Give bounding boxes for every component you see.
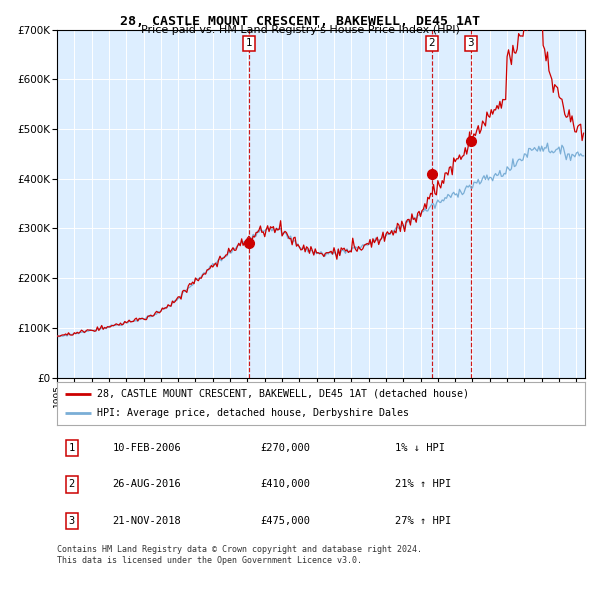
Text: £410,000: £410,000 [260,480,310,489]
Text: 3: 3 [68,516,75,526]
Text: 21% ↑ HPI: 21% ↑ HPI [395,480,451,489]
Text: 2: 2 [428,38,435,48]
Text: 27% ↑ HPI: 27% ↑ HPI [395,516,451,526]
Text: 1: 1 [246,38,253,48]
Text: £475,000: £475,000 [260,516,310,526]
Text: This data is licensed under the Open Government Licence v3.0.: This data is licensed under the Open Gov… [57,556,362,565]
Text: 1% ↓ HPI: 1% ↓ HPI [395,442,445,453]
Text: Price paid vs. HM Land Registry's House Price Index (HPI): Price paid vs. HM Land Registry's House … [140,25,460,35]
Text: 28, CASTLE MOUNT CRESCENT, BAKEWELL, DE45 1AT: 28, CASTLE MOUNT CRESCENT, BAKEWELL, DE4… [120,15,480,28]
Text: 3: 3 [467,38,474,48]
Text: 21-NOV-2018: 21-NOV-2018 [112,516,181,526]
Text: Contains HM Land Registry data © Crown copyright and database right 2024.: Contains HM Land Registry data © Crown c… [57,545,422,554]
Text: 28, CASTLE MOUNT CRESCENT, BAKEWELL, DE45 1AT (detached house): 28, CASTLE MOUNT CRESCENT, BAKEWELL, DE4… [97,389,469,399]
Text: £270,000: £270,000 [260,442,310,453]
Text: 26-AUG-2016: 26-AUG-2016 [112,480,181,489]
Text: 1: 1 [68,442,75,453]
Text: 2: 2 [68,480,75,489]
Text: 10-FEB-2006: 10-FEB-2006 [112,442,181,453]
Text: HPI: Average price, detached house, Derbyshire Dales: HPI: Average price, detached house, Derb… [97,408,409,418]
